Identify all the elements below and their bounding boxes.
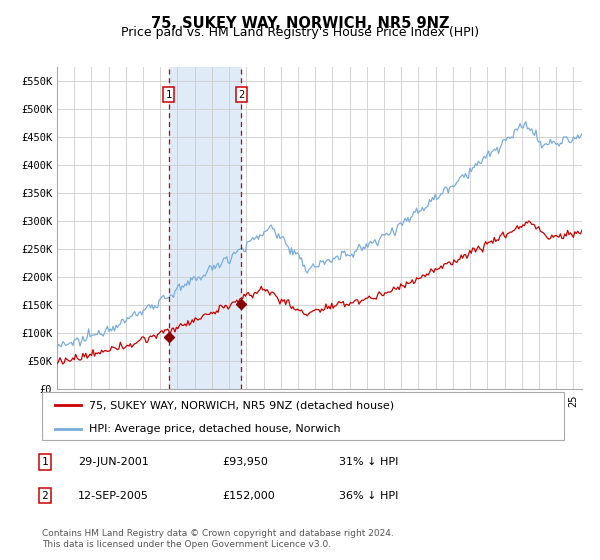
Text: 1: 1 (41, 457, 49, 467)
Text: £152,000: £152,000 (222, 491, 275, 501)
Text: 75, SUKEY WAY, NORWICH, NR5 9NZ (detached house): 75, SUKEY WAY, NORWICH, NR5 9NZ (detache… (89, 400, 394, 410)
Text: £93,950: £93,950 (222, 457, 268, 467)
Text: 36% ↓ HPI: 36% ↓ HPI (339, 491, 398, 501)
Text: 29-JUN-2001: 29-JUN-2001 (78, 457, 149, 467)
Text: Price paid vs. HM Land Registry's House Price Index (HPI): Price paid vs. HM Land Registry's House … (121, 26, 479, 39)
FancyBboxPatch shape (42, 392, 564, 440)
Bar (169, 67, 241, 389)
Text: 12-SEP-2005: 12-SEP-2005 (78, 491, 149, 501)
Text: 1: 1 (166, 90, 172, 100)
Text: 2: 2 (238, 90, 244, 100)
Text: 2: 2 (41, 491, 49, 501)
Text: 75, SUKEY WAY, NORWICH, NR5 9NZ: 75, SUKEY WAY, NORWICH, NR5 9NZ (151, 16, 449, 31)
Text: HPI: Average price, detached house, Norwich: HPI: Average price, detached house, Norw… (89, 424, 341, 434)
Text: 31% ↓ HPI: 31% ↓ HPI (339, 457, 398, 467)
Text: Contains HM Land Registry data © Crown copyright and database right 2024.
This d: Contains HM Land Registry data © Crown c… (42, 529, 394, 549)
